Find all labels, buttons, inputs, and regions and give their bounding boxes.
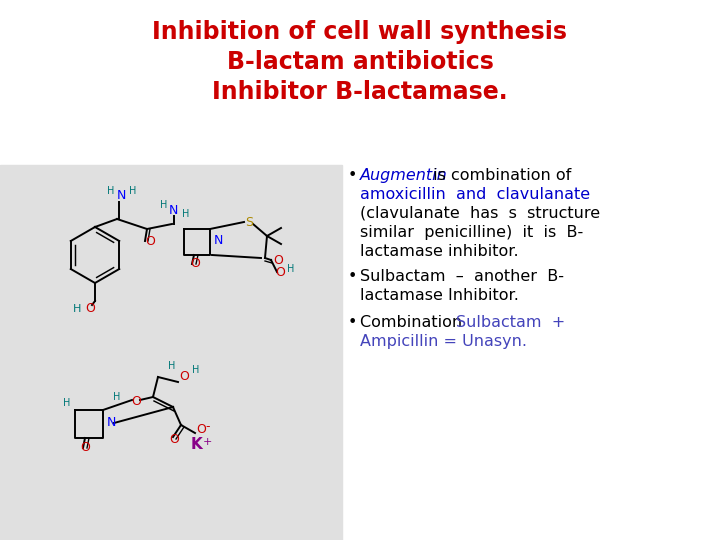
Text: H: H — [160, 200, 167, 210]
Text: similar  penicilline)  it  is  B-: similar penicilline) it is B- — [360, 225, 583, 240]
Text: N: N — [169, 204, 179, 217]
Text: H: H — [107, 186, 114, 196]
Text: N: N — [214, 234, 223, 247]
Text: O: O — [145, 235, 155, 248]
Text: O: O — [169, 433, 179, 446]
Text: is combination of: is combination of — [428, 168, 571, 183]
Text: O: O — [179, 370, 189, 383]
Text: +: + — [203, 437, 212, 447]
Text: H: H — [182, 209, 189, 219]
Text: •: • — [348, 315, 357, 330]
Bar — [0, 165, 342, 540]
Text: H: H — [287, 264, 294, 274]
Text: Sulbactam  +: Sulbactam + — [456, 315, 565, 330]
Text: S: S — [245, 216, 253, 229]
Text: lactamase inhibitor.: lactamase inhibitor. — [360, 244, 518, 259]
Text: Combination: Combination — [360, 315, 472, 330]
Text: Inhibition of cell wall synthesis: Inhibition of cell wall synthesis — [153, 20, 567, 44]
Text: O: O — [85, 302, 95, 315]
Text: O: O — [190, 257, 200, 270]
Text: O: O — [196, 423, 206, 436]
Text: •: • — [348, 168, 357, 183]
Text: amoxicillin  and  clavulanate: amoxicillin and clavulanate — [360, 187, 590, 202]
Text: N: N — [107, 416, 117, 429]
Text: H: H — [192, 365, 199, 375]
Text: Sulbactam  –  another  B-: Sulbactam – another B- — [360, 269, 564, 284]
Text: -: - — [205, 420, 210, 433]
Text: O: O — [80, 441, 90, 454]
Text: K: K — [191, 437, 203, 452]
Text: H: H — [113, 392, 120, 402]
Text: O: O — [273, 254, 283, 267]
Text: N: N — [117, 189, 127, 202]
Text: H: H — [129, 186, 136, 196]
Text: lactamase Inhibitor.: lactamase Inhibitor. — [360, 288, 519, 303]
Text: Ampicillin = Unasyn.: Ampicillin = Unasyn. — [360, 334, 527, 349]
Text: B-lactam antibiotics: B-lactam antibiotics — [227, 50, 493, 74]
Text: O: O — [275, 266, 285, 279]
Text: (clavulanate  has  s  structure: (clavulanate has s structure — [360, 206, 600, 221]
Text: •: • — [348, 269, 357, 284]
Text: Augmentin: Augmentin — [360, 168, 448, 183]
Text: H: H — [73, 304, 81, 314]
Text: O: O — [131, 395, 141, 408]
Text: Inhibitor B-lactamase.: Inhibitor B-lactamase. — [212, 80, 508, 104]
Text: H: H — [63, 398, 71, 408]
Text: H: H — [168, 361, 176, 371]
